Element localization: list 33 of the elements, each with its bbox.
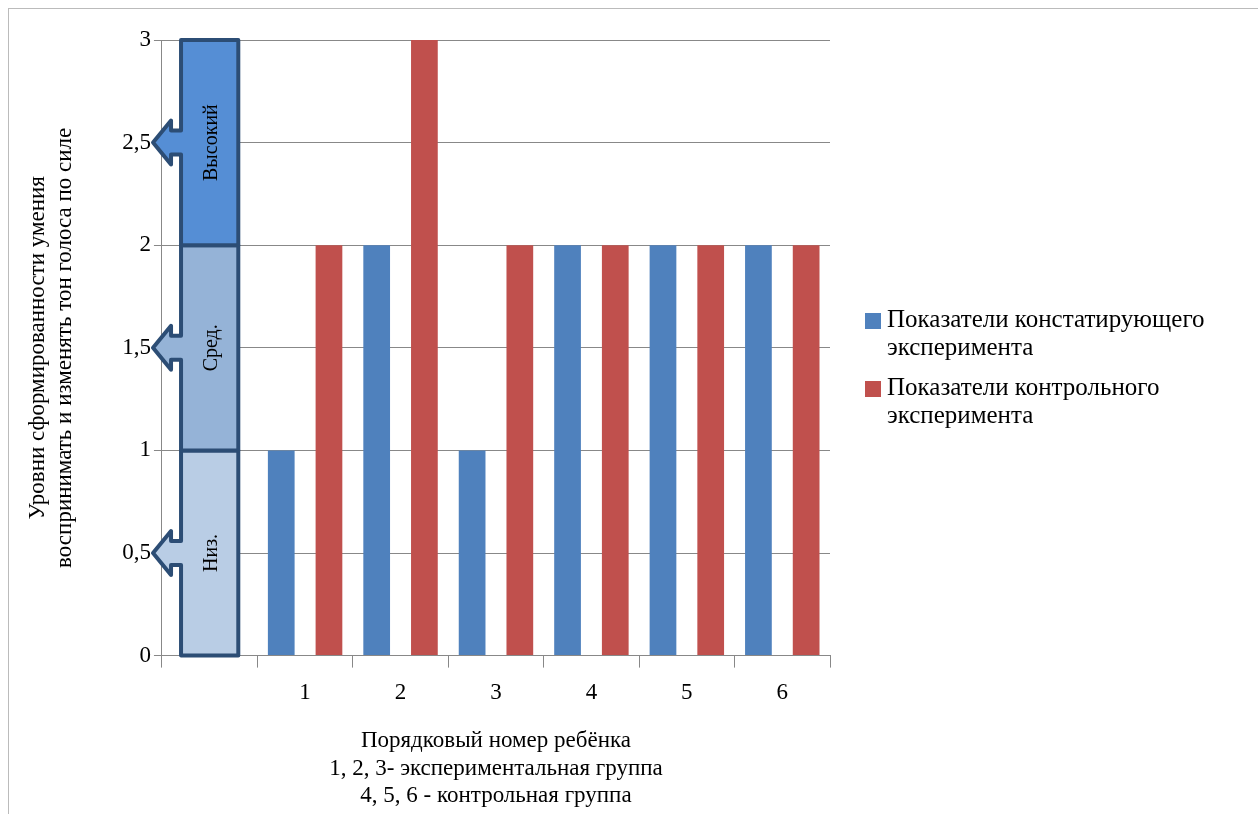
bar xyxy=(601,245,629,656)
x-tick-label: 2 xyxy=(394,679,407,705)
y-tick-label: 0 xyxy=(139,641,151,667)
bar xyxy=(697,245,725,656)
y-axis-title: Уровни сформированности умения воспринимать и изменять тон голоса по силе xyxy=(23,127,77,568)
bar xyxy=(315,245,343,656)
y-tick-label: 3 xyxy=(139,26,151,52)
y-tick-label: 1 xyxy=(139,436,151,462)
legend-label: Показатели констатирующего эксперимента xyxy=(887,305,1206,361)
bar xyxy=(649,245,677,656)
bar xyxy=(458,450,486,656)
legend-label: Показатели контрольного эксперимента xyxy=(887,373,1161,429)
bar xyxy=(363,245,391,656)
bar xyxy=(411,40,438,656)
bar xyxy=(745,245,772,656)
annotation: Сред. xyxy=(198,324,222,372)
x-tick-label: 6 xyxy=(776,679,789,705)
x-tick-label: 4 xyxy=(585,679,598,705)
bar xyxy=(554,245,581,656)
x-tick-label: 5 xyxy=(681,679,693,705)
y-tick-label: 0,5 xyxy=(122,539,151,565)
left-arrow-icon: Высокий xyxy=(151,38,241,248)
bar xyxy=(267,450,295,656)
annotation: Низ. xyxy=(198,533,221,573)
y-tick-label: 1,5 xyxy=(122,333,151,359)
bar xyxy=(792,245,820,656)
x-axis-title: Порядковый номер ребёнка 1, 2, 3- экспериментальная группа 4, 5, 6 - контрольная группа xyxy=(329,727,663,808)
y-tick-label: 2,5 xyxy=(122,128,151,154)
y-tick-label: 2 xyxy=(139,231,151,257)
x-tick-label: 3 xyxy=(490,679,502,705)
x-tick-label: 1 xyxy=(299,679,311,705)
bar xyxy=(506,245,534,656)
annotation: Высокий xyxy=(198,103,221,181)
